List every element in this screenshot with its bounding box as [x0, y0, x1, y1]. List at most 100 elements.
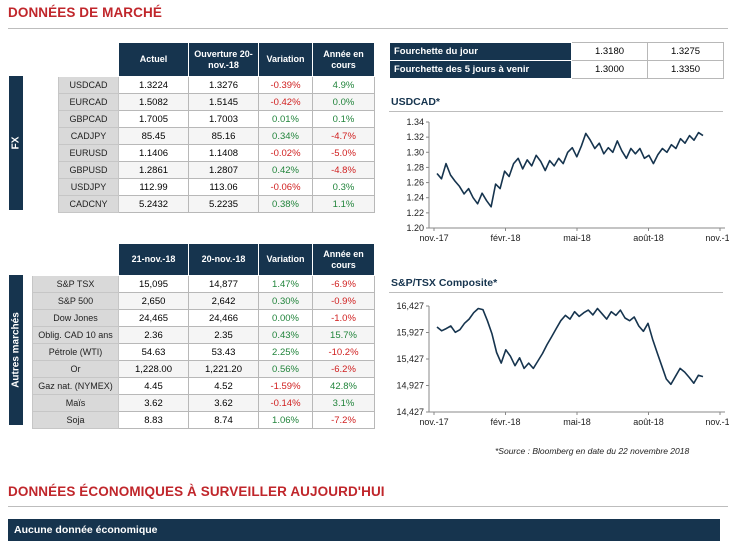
- cell-current: 2.36: [118, 326, 189, 344]
- table-row: S&P TSX 15,095 14,877 1.47% -6.9%: [32, 275, 375, 293]
- cell-ytd: 0.3%: [312, 178, 375, 196]
- cell-variation: 0.00%: [258, 309, 313, 327]
- cell-previous: 1.7003: [188, 110, 259, 128]
- x-tick-label: nov.-18: [705, 233, 729, 243]
- other-side-label: Autres marchés: [9, 275, 23, 425]
- cell-variation: 0.56%: [258, 360, 313, 378]
- table-row: S&P 500 2,650 2,642 0.30% -0.9%: [32, 292, 375, 310]
- y-tick-label: 1.30: [406, 147, 424, 157]
- cell-ytd: -4.7%: [312, 127, 375, 145]
- fx-header-variation: Variation: [258, 42, 313, 77]
- cell-variation: 2.25%: [258, 343, 313, 361]
- y-tick-label: 16,427: [396, 301, 424, 311]
- row-label: Pétrole (WTI): [32, 343, 119, 361]
- row-label: Dow Jones: [32, 309, 119, 327]
- row-label: GBPCAD: [58, 110, 119, 128]
- tsx-chart: 14,427 14,927 15,427 15,927 16,427 nov.-17 fév…: [396, 301, 729, 427]
- row-label: CADCNY: [58, 195, 119, 213]
- row-label: Or: [32, 360, 119, 378]
- eco-bar: Aucune donnée économique: [8, 519, 720, 541]
- fx-side-label: FX: [9, 76, 23, 210]
- cell-previous: 2,642: [188, 292, 259, 310]
- cell-previous: 1.3276: [188, 76, 259, 94]
- other-markets-table: 21-nov.-18 20-nov.-18 Variation Année en…: [32, 243, 375, 429]
- y-tick-label: 14,427: [396, 407, 424, 417]
- cell-variation: -0.39%: [258, 76, 313, 94]
- y-tick-label: 1.20: [406, 223, 424, 233]
- source-note: *Source : Bloomberg en date du 22 novemb…: [495, 446, 690, 456]
- cell-ytd: -7.2%: [312, 411, 375, 429]
- market-data-title: DONNÉES DE MARCHÉ: [8, 5, 162, 20]
- cell-previous: 14,877: [188, 275, 259, 293]
- table-row: EURUSD 1.1406 1.1408 -0.02% -5.0%: [58, 144, 375, 162]
- cell-current: 15,095: [118, 275, 189, 293]
- cell-variation: -1.59%: [258, 377, 313, 395]
- cell-ytd: -5.0%: [312, 144, 375, 162]
- other-header-date1: 21-nov.-18: [118, 243, 189, 276]
- row-label: S&P TSX: [32, 275, 119, 293]
- cell-variation: 1.06%: [258, 411, 313, 429]
- other-header-blank: [32, 243, 119, 276]
- cell-previous: 1,221.20: [188, 360, 259, 378]
- cell-ytd: -10.2%: [312, 343, 375, 361]
- y-tick-label: 15,927: [396, 328, 424, 338]
- ranges-table: Fourchette du jour 1.3180 1.3275 Fourche…: [389, 42, 724, 79]
- fx-header-blank: [58, 42, 119, 77]
- usdcad-chart-title: USDCAD*: [391, 96, 441, 108]
- cell-previous: 1.1408: [188, 144, 259, 162]
- eco-divider: [8, 506, 728, 507]
- title-divider: [8, 28, 728, 29]
- cell-variation: -0.02%: [258, 144, 313, 162]
- table-row: EURCAD 1.5082 1.5145 -0.42% 0.0%: [58, 93, 375, 111]
- row-label: USDCAD: [58, 76, 119, 94]
- cell-current: 85.45: [118, 127, 189, 145]
- x-tick-label: nov.-17: [419, 417, 448, 427]
- cell-previous: 113.06: [188, 178, 259, 196]
- cell-ytd: 0.1%: [312, 110, 375, 128]
- cell-previous: 53.43: [188, 343, 259, 361]
- eco-data-title: DONNÉES ÉCONOMIQUES À SURVEILLER AUJOURD…: [8, 484, 385, 499]
- cell-variation: 1.47%: [258, 275, 313, 293]
- range-high: 1.3350: [647, 60, 724, 79]
- table-row: Maïs 3.62 3.62 -0.14% 3.1%: [32, 394, 375, 412]
- y-tick-label: 1.34: [406, 117, 424, 127]
- cell-variation: 0.34%: [258, 127, 313, 145]
- cell-current: 4.45: [118, 377, 189, 395]
- cell-variation: -0.06%: [258, 178, 313, 196]
- table-row: GBPUSD 1.2861 1.2807 0.42% -4.8%: [58, 161, 375, 179]
- cell-variation: -0.42%: [258, 93, 313, 111]
- cell-current: 5.2432: [118, 195, 189, 213]
- x-tick-label: nov.-18: [705, 417, 729, 427]
- cell-ytd: -6.2%: [312, 360, 375, 378]
- range-row-day: Fourchette du jour 1.3180 1.3275: [389, 42, 724, 61]
- y-tick-label: 1.22: [406, 208, 424, 218]
- cell-previous: 2.35: [188, 326, 259, 344]
- x-tick-label: nov.-17: [419, 233, 448, 243]
- cell-variation: 0.42%: [258, 161, 313, 179]
- range-low: 1.3180: [571, 42, 648, 61]
- cell-current: 24,465: [118, 309, 189, 327]
- cell-ytd: 15.7%: [312, 326, 375, 344]
- x-tick-label: août-18: [633, 417, 664, 427]
- fx-header-annee: Année en cours: [312, 42, 375, 77]
- row-label: Soja: [32, 411, 119, 429]
- table-row: Pétrole (WTI) 54.63 53.43 2.25% -10.2%: [32, 343, 375, 361]
- row-label: Oblig. CAD 10 ans: [32, 326, 119, 344]
- table-row: Soja 8.83 8.74 1.06% -7.2%: [32, 411, 375, 429]
- row-label: EURCAD: [58, 93, 119, 111]
- row-label: CADJPY: [58, 127, 119, 145]
- cell-previous: 8.74: [188, 411, 259, 429]
- table-row: Oblig. CAD 10 ans 2.36 2.35 0.43% 15.7%: [32, 326, 375, 344]
- tsx-chart-title: S&P/TSX Composite*: [391, 277, 498, 289]
- x-tick-label: févr.-18: [490, 417, 520, 427]
- row-label: EURUSD: [58, 144, 119, 162]
- table-row: Gaz nat. (NYMEX) 4.45 4.52 -1.59% 42.8%: [32, 377, 375, 395]
- cell-previous: 24,466: [188, 309, 259, 327]
- row-label: Maïs: [32, 394, 119, 412]
- cell-previous: 3.62: [188, 394, 259, 412]
- other-header-annee: Année en cours: [312, 243, 375, 276]
- table-row: Dow Jones 24,465 24,466 0.00% -1.0%: [32, 309, 375, 327]
- cell-ytd: 0.0%: [312, 93, 375, 111]
- row-label: GBPUSD: [58, 161, 119, 179]
- table-row: CADCNY 5.2432 5.2235 0.38% 1.1%: [58, 195, 375, 213]
